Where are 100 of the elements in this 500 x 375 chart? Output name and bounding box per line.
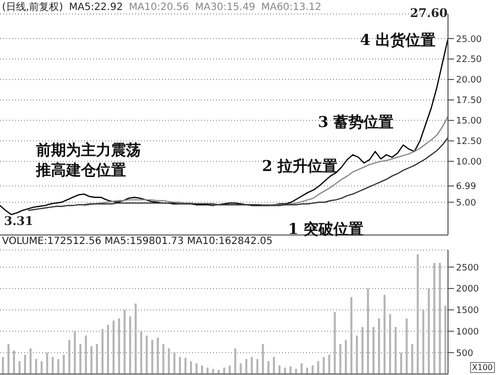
bar bbox=[2, 356, 4, 374]
bar bbox=[162, 344, 164, 374]
bar bbox=[168, 348, 170, 374]
bar bbox=[140, 331, 142, 374]
line-series bbox=[27, 136, 449, 212]
text: MA5:22.92 bbox=[68, 2, 123, 13]
y-tick-label: 500 bbox=[456, 348, 474, 359]
bar bbox=[7, 344, 10, 374]
bar bbox=[312, 365, 314, 374]
annotation: 推高建仓位置 bbox=[36, 160, 126, 180]
bar bbox=[223, 368, 226, 374]
bar bbox=[444, 306, 446, 374]
chart-title: (日线,前复权) bbox=[2, 2, 63, 13]
bar bbox=[422, 310, 424, 374]
bar bbox=[146, 336, 148, 374]
bar bbox=[290, 366, 292, 374]
bar bbox=[79, 344, 82, 374]
bar bbox=[13, 350, 15, 374]
bar bbox=[328, 354, 330, 374]
bar bbox=[52, 356, 54, 374]
annotation: 3 蓄势位置 bbox=[318, 112, 394, 132]
bar bbox=[74, 331, 76, 374]
bar bbox=[196, 363, 198, 374]
y-tick-label: 15.00 bbox=[456, 116, 482, 127]
y-tick-label: 1000 bbox=[456, 327, 480, 338]
bar bbox=[438, 262, 441, 374]
annotation: 前期为主力震荡 bbox=[36, 140, 141, 160]
bar bbox=[218, 370, 220, 374]
bar bbox=[35, 359, 38, 374]
bar bbox=[68, 340, 70, 374]
bar bbox=[262, 344, 264, 374]
bar bbox=[272, 356, 275, 374]
bar bbox=[394, 326, 397, 374]
bar bbox=[30, 348, 32, 374]
bar bbox=[129, 316, 132, 374]
bar bbox=[24, 354, 26, 374]
bar bbox=[46, 352, 48, 374]
bar bbox=[173, 352, 176, 374]
bar bbox=[201, 365, 204, 374]
y-tick-label: 12.50 bbox=[456, 137, 482, 148]
bar bbox=[84, 336, 87, 374]
bar bbox=[40, 361, 43, 374]
bar bbox=[62, 354, 65, 374]
annotation: 1 突破位置 bbox=[288, 219, 364, 239]
bar bbox=[384, 294, 386, 374]
y-tick-label: 2500 bbox=[456, 263, 480, 274]
bar bbox=[90, 346, 92, 374]
annotation: 3.31 bbox=[4, 214, 34, 228]
y-tick-label: 5.00 bbox=[456, 198, 476, 208]
bar bbox=[344, 340, 347, 374]
bar bbox=[184, 358, 186, 374]
bar bbox=[57, 359, 60, 374]
bar bbox=[416, 254, 419, 374]
y-tick-label: 17.50 bbox=[456, 96, 482, 106]
bar bbox=[134, 303, 137, 374]
bar bbox=[366, 288, 369, 374]
bar bbox=[96, 344, 98, 374]
bar bbox=[372, 326, 375, 374]
bar bbox=[101, 329, 104, 374]
bar bbox=[334, 312, 336, 374]
bar bbox=[267, 361, 270, 374]
bar bbox=[107, 324, 110, 374]
bar bbox=[350, 297, 352, 374]
bar bbox=[178, 356, 181, 374]
y-tick-label: 2000 bbox=[456, 284, 480, 295]
bar bbox=[400, 352, 402, 374]
bar bbox=[18, 361, 21, 374]
bar bbox=[322, 356, 325, 374]
bar bbox=[190, 361, 192, 374]
bar bbox=[151, 340, 154, 374]
annotation: 27.60 bbox=[410, 6, 448, 20]
bar bbox=[361, 326, 364, 374]
bar bbox=[240, 363, 242, 374]
text: MA60:13.12 bbox=[261, 2, 322, 13]
y-tick-label: 1500 bbox=[456, 306, 480, 316]
text: VOLUME:172512.56 MA5:159801.73 MA10:162842.05 bbox=[2, 236, 273, 247]
bar bbox=[250, 356, 253, 374]
bar bbox=[406, 318, 408, 374]
y-tick-label: 20.00 bbox=[456, 76, 482, 86]
bar bbox=[256, 359, 258, 374]
bar bbox=[118, 318, 120, 374]
bar bbox=[245, 359, 248, 374]
bar bbox=[124, 310, 126, 374]
y-tick-label: 25.00 bbox=[456, 34, 482, 45]
bar bbox=[378, 318, 380, 374]
bar bbox=[339, 344, 342, 374]
bar bbox=[228, 365, 231, 374]
bar bbox=[112, 320, 115, 374]
bar bbox=[306, 368, 308, 374]
bar bbox=[411, 344, 414, 374]
annotation: 4 出货位置 bbox=[360, 30, 436, 50]
bar bbox=[428, 288, 430, 374]
bar bbox=[317, 361, 320, 374]
text: MA10:20.56 bbox=[128, 2, 190, 13]
bar bbox=[389, 314, 392, 374]
bar bbox=[300, 363, 303, 374]
text: MA30:15.49 bbox=[195, 2, 256, 13]
bar bbox=[433, 262, 436, 374]
y-tick-label: 6.99 bbox=[456, 182, 476, 192]
y-tick-label: 22.50 bbox=[456, 55, 482, 66]
